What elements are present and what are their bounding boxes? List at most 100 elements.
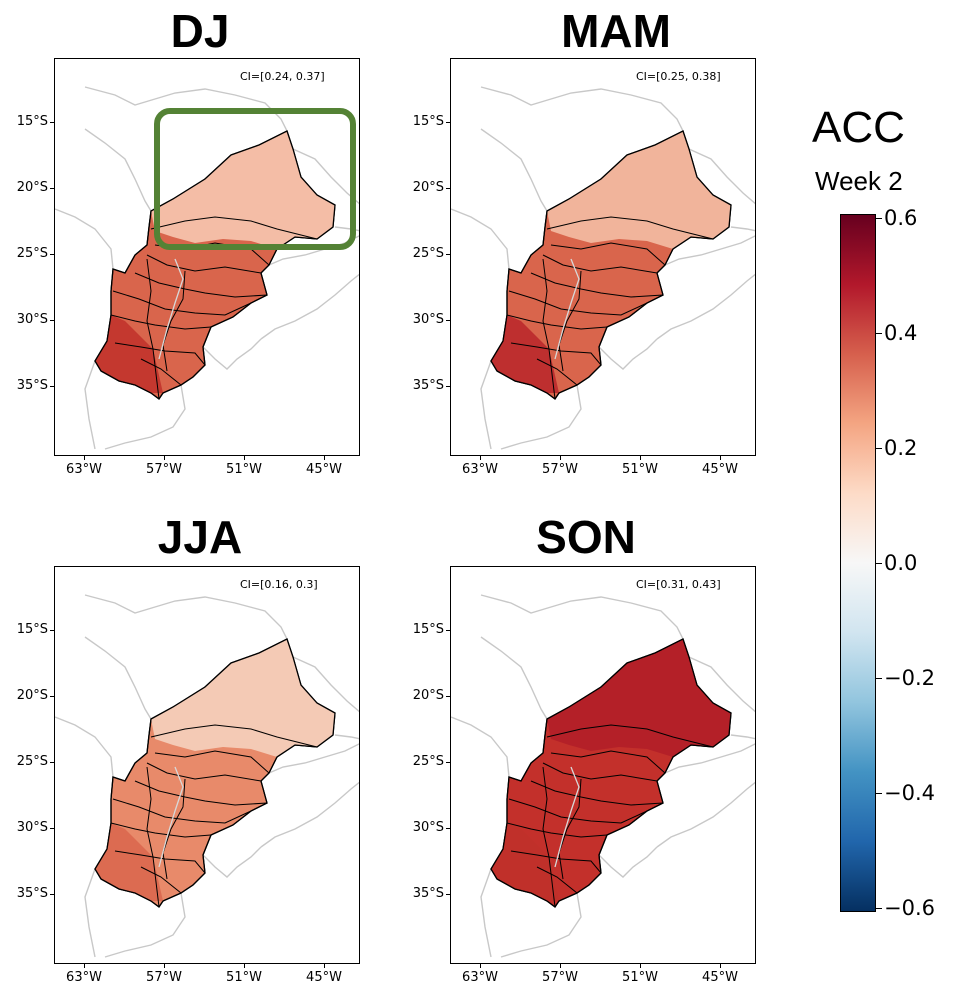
lat-tick [50,828,54,829]
lat-tick [446,630,450,631]
ci-label: CI=[0.25, 0.38] [636,70,721,83]
coastline [500,384,582,450]
lat-tick-label: 15°S [412,114,444,129]
coastline [451,208,510,270]
lat-tick [446,386,450,387]
acc-region-south [491,823,559,901]
lat-tick [50,386,54,387]
lat-tick-label: 35°S [412,886,444,901]
lat-tick [50,630,54,631]
lat-tick-label: 20°S [16,688,48,703]
coastline [84,868,96,958]
lon-tick [560,964,561,968]
coastline [55,716,114,778]
colorbar-tick [876,793,882,794]
coastline [480,594,684,640]
basin-border [110,822,212,838]
colorbar-tick-label: 0.0 [884,551,918,575]
coastline [656,781,755,848]
colorbar-tick-label: 0.4 [884,321,918,345]
colorbar-tick [876,908,882,909]
coastline [104,384,186,450]
coastline [480,360,492,450]
lat-tick-label: 30°S [412,312,444,327]
lon-tick [560,456,561,460]
lon-tick [480,964,481,968]
colorbar-subtitle: Week 2 [815,166,903,196]
ci-label: CI=[0.16, 0.3] [240,578,318,591]
colorbar-gradient [840,214,876,912]
river [158,766,184,868]
lat-tick-label: 20°S [412,688,444,703]
region-outline [94,130,336,400]
lat-tick-label: 30°S [16,820,48,835]
coastline [84,636,152,720]
basin-border [110,314,212,330]
ci-label: CI=[0.31, 0.43] [636,578,721,591]
lat-tick [50,320,54,321]
colorbar-tick [876,333,882,334]
highlight-box [154,108,356,250]
basin-border [162,270,186,372]
ci-label: CI=[0.24, 0.37] [240,70,325,83]
acc-region-south [95,823,163,901]
lat-tick [446,828,450,829]
lon-tick [164,964,165,968]
coastline [260,781,359,848]
season-title: JJA [157,511,243,563]
basin-border [506,822,608,838]
lon-tick-label: 63°W [66,970,102,985]
lat-tick [50,254,54,255]
lat-tick [446,320,450,321]
region-outline [94,638,336,908]
lat-tick-label: 25°S [16,246,48,261]
lon-tick [84,964,85,968]
lat-tick [446,894,450,895]
coastline [480,636,548,720]
lat-tick-label: 25°S [412,246,444,261]
lon-tick-label: 51°W [622,970,658,985]
basin-border [114,342,206,366]
lon-tick [324,964,325,968]
basin-border [542,254,658,274]
lon-tick [164,456,165,460]
coastline [84,360,96,450]
season-title: SON [536,511,636,563]
lon-tick-label: 63°W [66,462,102,477]
lat-tick-label: 25°S [16,754,48,769]
map-frame [450,58,756,456]
basin-border [154,750,270,774]
coastline [480,128,548,212]
basin-border [530,272,664,298]
basin-border [550,750,666,774]
lat-tick-label: 35°S [16,378,48,393]
map-frame [54,58,360,456]
basin-border [510,850,602,874]
basin-border [530,780,664,806]
river [158,258,184,360]
lon-tick-label: 45°W [702,462,738,477]
basin-border [140,358,182,386]
coastline [451,716,510,778]
basin-border [510,342,602,366]
acc-region-south [95,315,163,393]
lon-tick [480,456,481,460]
coastline [688,656,755,713]
region-outline [490,638,732,908]
river [554,258,580,360]
colorbar-tick-label: −0.2 [884,666,935,690]
lat-tick [446,696,450,697]
coastline [202,338,262,370]
lat-tick-label: 35°S [412,378,444,393]
lat-tick-label: 30°S [412,820,444,835]
lat-tick [446,122,450,123]
basin-border [134,780,268,806]
colorbar-tick [876,563,882,564]
lat-tick [50,762,54,763]
lat-tick-label: 30°S [16,312,48,327]
coastline [664,235,755,266]
coastline [598,846,658,878]
colorbar-tick-label: −0.4 [884,781,935,805]
season-title: MAM [561,5,671,57]
lon-tick [244,964,245,968]
